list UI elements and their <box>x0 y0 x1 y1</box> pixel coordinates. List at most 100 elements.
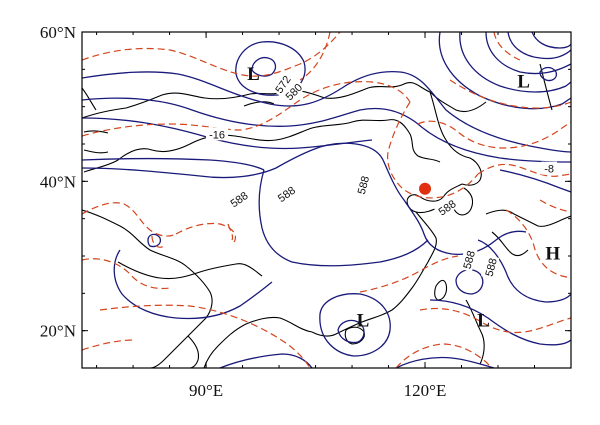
y-tick-label: 20°N <box>40 322 76 341</box>
contour-label-background <box>433 195 460 219</box>
contour-label-background <box>225 187 252 211</box>
height-contour <box>82 70 571 153</box>
height-contour-east <box>499 169 571 193</box>
height-contour-sw <box>113 249 273 320</box>
japan <box>485 209 571 227</box>
japan-south <box>491 231 529 257</box>
contour-label: 588 <box>353 172 372 198</box>
temperature-contour <box>505 209 571 279</box>
contour-label-background <box>280 78 306 104</box>
temperature-contour <box>395 343 493 368</box>
x-tick-label: 120°E <box>404 381 447 400</box>
contour-label-background <box>270 71 294 97</box>
height-contour <box>82 97 571 163</box>
x-tick-label: 90°E <box>189 381 223 400</box>
contour-label-background <box>273 181 299 206</box>
china-east-coast <box>311 211 437 337</box>
temperature-contour <box>359 255 459 293</box>
temperature-contour <box>99 304 311 368</box>
ysk-lake <box>83 130 109 134</box>
mediterranean-stub <box>83 149 109 154</box>
temperature-contour <box>387 101 479 199</box>
low-pressure-center: L <box>477 310 490 331</box>
height-contour <box>82 157 265 171</box>
temperature-contour <box>539 199 571 213</box>
height-contour-ne <box>438 32 571 110</box>
location-marker <box>419 182 432 195</box>
height-contours <box>82 32 571 368</box>
height-contour-se <box>429 299 571 346</box>
height-contour-south-low <box>319 293 391 357</box>
temperature-contour <box>299 32 331 81</box>
temperature-contour <box>82 202 177 237</box>
height-contour-bottom-right <box>395 356 495 368</box>
height-contour-ne <box>485 32 571 75</box>
height-contour <box>82 117 373 150</box>
contour-label-text: 588 <box>462 250 478 271</box>
temperature-contour <box>227 223 234 241</box>
height-contour-north-low <box>235 41 306 96</box>
height-contour-bottom <box>219 353 313 368</box>
northeast-china <box>429 91 482 186</box>
y-tick-label: 40°N <box>40 172 76 191</box>
height-contour-ne <box>507 32 571 60</box>
bay-of-bengal <box>187 335 200 368</box>
height-contour-se <box>477 239 571 303</box>
low-pressure-center: L <box>247 64 260 85</box>
temperature-contour <box>175 222 237 243</box>
contour-label-background <box>459 247 478 273</box>
height-contour-588 <box>82 142 527 256</box>
taiwan <box>434 279 448 301</box>
temperature-contour <box>82 258 171 290</box>
south-asia-border <box>82 209 213 368</box>
temperature-contour <box>493 32 521 61</box>
low-pressure-center: L <box>517 72 530 93</box>
contour-label-background <box>481 254 500 280</box>
contour-label: 588 <box>225 187 252 211</box>
temperature-contour <box>449 79 571 109</box>
contour-label-background <box>541 161 558 175</box>
height-contour-sw-small <box>147 233 162 248</box>
temperature-contour <box>417 120 571 149</box>
contour-label: 588 <box>433 195 460 219</box>
contour-label: 588 <box>459 247 478 273</box>
contour-label-text: -8 <box>544 164 554 176</box>
russia-mongolia-border <box>82 82 487 119</box>
height-contour-south-low-inner <box>337 319 365 344</box>
mongolia-china-border <box>83 119 441 173</box>
himalaya-front <box>117 261 263 280</box>
coastlines <box>82 63 571 368</box>
temperature-contour <box>477 163 571 177</box>
contour-label: 588 <box>273 181 299 206</box>
temperature-contour <box>419 307 571 334</box>
indochina <box>203 316 313 368</box>
map-frame <box>81 31 572 369</box>
contour-label-text: -16 <box>209 129 225 141</box>
height-contour-ne <box>531 32 571 49</box>
temperature-contour <box>82 32 341 77</box>
high-pressure-center: H <box>545 243 560 264</box>
pressure-centers: L L H L L <box>247 64 560 331</box>
contour-label-background <box>205 127 229 141</box>
axis-tick-labels: 20°N 40°N 60°N 90°E 120°E <box>40 23 446 400</box>
height-contour-se-low <box>455 269 484 295</box>
temperature-contour <box>151 235 165 248</box>
height-contour-588-south <box>258 169 429 267</box>
contour-label: -16 <box>205 127 229 141</box>
low-pressure-center: L <box>357 310 370 331</box>
height-contour-north-low-inner <box>251 56 277 77</box>
hainan <box>344 326 365 345</box>
contour-label-text: 588 <box>356 175 372 196</box>
axis-tick-marks <box>82 31 572 369</box>
temperature-contour <box>82 81 411 137</box>
temperature-contours <box>82 32 571 368</box>
temperature-contour <box>82 339 135 351</box>
height-contour-ne-small <box>539 66 558 82</box>
contour-label-text: 588 <box>484 257 500 278</box>
sakhalin <box>539 63 553 111</box>
height-contour-ne <box>459 32 571 93</box>
contour-label-background <box>353 172 372 198</box>
y-tick-label: 60°N <box>40 23 76 42</box>
